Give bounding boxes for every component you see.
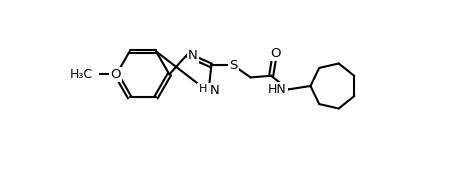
Text: O: O	[110, 68, 121, 81]
Text: N: N	[209, 84, 219, 97]
Text: O: O	[270, 47, 281, 60]
Text: H₃C: H₃C	[69, 68, 92, 81]
Text: HN: HN	[268, 83, 287, 96]
Text: H: H	[198, 84, 207, 94]
Text: N: N	[188, 49, 198, 62]
Text: S: S	[229, 59, 238, 72]
